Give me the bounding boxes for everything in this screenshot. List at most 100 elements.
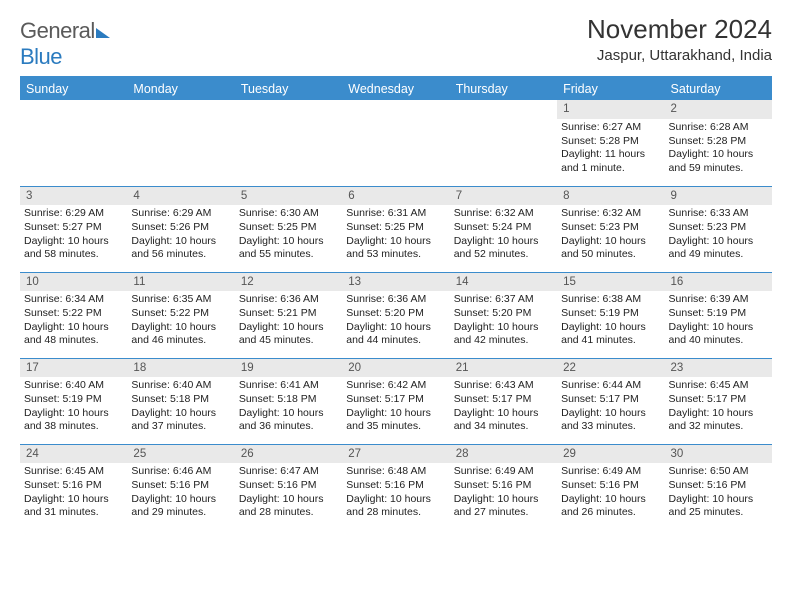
day-number: 15	[557, 273, 664, 292]
calendar-day-cell: 16Sunrise: 6:39 AMSunset: 5:19 PMDayligh…	[665, 272, 772, 358]
calendar-day-cell: 14Sunrise: 6:37 AMSunset: 5:20 PMDayligh…	[450, 272, 557, 358]
day-body: Sunrise: 6:45 AMSunset: 5:17 PMDaylight:…	[665, 377, 772, 436]
day-number: 14	[450, 273, 557, 292]
calendar-day-cell	[127, 100, 234, 186]
calendar-week-row: 1Sunrise: 6:27 AMSunset: 5:28 PMDaylight…	[20, 100, 772, 186]
daylight-line: Daylight: 10 hours and 27 minutes.	[454, 493, 553, 520]
day-number: 16	[665, 273, 772, 292]
day-number: 1	[557, 100, 664, 119]
daylight-line: Daylight: 10 hours and 44 minutes.	[346, 321, 445, 348]
sunrise-line: Sunrise: 6:30 AM	[239, 207, 338, 221]
weekday-header: Thursday	[450, 77, 557, 100]
calendar-day-cell	[450, 100, 557, 186]
day-number: 22	[557, 359, 664, 378]
sunrise-line: Sunrise: 6:40 AM	[24, 379, 123, 393]
calendar-day-cell: 28Sunrise: 6:49 AMSunset: 5:16 PMDayligh…	[450, 444, 557, 530]
sunset-line: Sunset: 5:18 PM	[239, 393, 338, 407]
sunset-line: Sunset: 5:23 PM	[669, 221, 768, 235]
daylight-line: Daylight: 10 hours and 34 minutes.	[454, 407, 553, 434]
day-body: Sunrise: 6:49 AMSunset: 5:16 PMDaylight:…	[450, 463, 557, 522]
day-body: Sunrise: 6:42 AMSunset: 5:17 PMDaylight:…	[342, 377, 449, 436]
month-title: November 2024	[587, 14, 772, 45]
day-number: 7	[450, 187, 557, 206]
daylight-line: Daylight: 10 hours and 46 minutes.	[131, 321, 230, 348]
day-body: Sunrise: 6:36 AMSunset: 5:20 PMDaylight:…	[342, 291, 449, 350]
daylight-line: Daylight: 10 hours and 53 minutes.	[346, 235, 445, 262]
calendar-day-cell: 3Sunrise: 6:29 AMSunset: 5:27 PMDaylight…	[20, 186, 127, 272]
sunset-line: Sunset: 5:16 PM	[669, 479, 768, 493]
calendar-week-row: 3Sunrise: 6:29 AMSunset: 5:27 PMDaylight…	[20, 186, 772, 272]
sunrise-line: Sunrise: 6:33 AM	[669, 207, 768, 221]
weekday-header: Tuesday	[235, 77, 342, 100]
sunrise-line: Sunrise: 6:40 AM	[131, 379, 230, 393]
day-body: Sunrise: 6:40 AMSunset: 5:18 PMDaylight:…	[127, 377, 234, 436]
day-body: Sunrise: 6:44 AMSunset: 5:17 PMDaylight:…	[557, 377, 664, 436]
sunrise-line: Sunrise: 6:42 AM	[346, 379, 445, 393]
weekday-header: Sunday	[20, 77, 127, 100]
calendar-day-cell: 17Sunrise: 6:40 AMSunset: 5:19 PMDayligh…	[20, 358, 127, 444]
sunrise-line: Sunrise: 6:43 AM	[454, 379, 553, 393]
sunset-line: Sunset: 5:27 PM	[24, 221, 123, 235]
day-number: 9	[665, 187, 772, 206]
daylight-line: Daylight: 10 hours and 45 minutes.	[239, 321, 338, 348]
calendar-day-cell: 7Sunrise: 6:32 AMSunset: 5:24 PMDaylight…	[450, 186, 557, 272]
daylight-line: Daylight: 10 hours and 25 minutes.	[669, 493, 768, 520]
daylight-line: Daylight: 10 hours and 32 minutes.	[669, 407, 768, 434]
sunrise-line: Sunrise: 6:44 AM	[561, 379, 660, 393]
day-number: 18	[127, 359, 234, 378]
weekday-header: Friday	[557, 77, 664, 100]
day-body: Sunrise: 6:31 AMSunset: 5:25 PMDaylight:…	[342, 205, 449, 264]
logo-text-gray: General	[20, 18, 95, 43]
day-number: 24	[20, 445, 127, 464]
calendar-table: SundayMondayTuesdayWednesdayThursdayFrid…	[20, 76, 772, 530]
daylight-line: Daylight: 10 hours and 41 minutes.	[561, 321, 660, 348]
sunrise-line: Sunrise: 6:45 AM	[24, 465, 123, 479]
day-number: 8	[557, 187, 664, 206]
calendar-day-cell: 2Sunrise: 6:28 AMSunset: 5:28 PMDaylight…	[665, 100, 772, 186]
sunset-line: Sunset: 5:20 PM	[346, 307, 445, 321]
day-number: 23	[665, 359, 772, 378]
daylight-line: Daylight: 10 hours and 29 minutes.	[131, 493, 230, 520]
calendar-day-cell: 13Sunrise: 6:36 AMSunset: 5:20 PMDayligh…	[342, 272, 449, 358]
daylight-line: Daylight: 10 hours and 37 minutes.	[131, 407, 230, 434]
sunrise-line: Sunrise: 6:47 AM	[239, 465, 338, 479]
sunset-line: Sunset: 5:17 PM	[669, 393, 768, 407]
day-number: 10	[20, 273, 127, 292]
daylight-line: Daylight: 10 hours and 50 minutes.	[561, 235, 660, 262]
daylight-line: Daylight: 10 hours and 59 minutes.	[669, 148, 768, 175]
sunrise-line: Sunrise: 6:31 AM	[346, 207, 445, 221]
daylight-line: Daylight: 10 hours and 42 minutes.	[454, 321, 553, 348]
calendar-body: 1Sunrise: 6:27 AMSunset: 5:28 PMDaylight…	[20, 100, 772, 530]
daylight-line: Daylight: 10 hours and 55 minutes.	[239, 235, 338, 262]
daylight-line: Daylight: 10 hours and 31 minutes.	[24, 493, 123, 520]
sunrise-line: Sunrise: 6:27 AM	[561, 121, 660, 135]
sunrise-line: Sunrise: 6:29 AM	[24, 207, 123, 221]
day-number: 26	[235, 445, 342, 464]
calendar-day-cell: 11Sunrise: 6:35 AMSunset: 5:22 PMDayligh…	[127, 272, 234, 358]
day-number: 2	[665, 100, 772, 119]
sunset-line: Sunset: 5:16 PM	[239, 479, 338, 493]
sunset-line: Sunset: 5:25 PM	[346, 221, 445, 235]
day-number: 20	[342, 359, 449, 378]
day-body: Sunrise: 6:38 AMSunset: 5:19 PMDaylight:…	[557, 291, 664, 350]
daylight-line: Daylight: 10 hours and 28 minutes.	[346, 493, 445, 520]
day-body: Sunrise: 6:48 AMSunset: 5:16 PMDaylight:…	[342, 463, 449, 522]
sunset-line: Sunset: 5:17 PM	[561, 393, 660, 407]
day-body: Sunrise: 6:39 AMSunset: 5:19 PMDaylight:…	[665, 291, 772, 350]
day-number: 29	[557, 445, 664, 464]
location: Jaspur, Uttarakhand, India	[587, 47, 772, 64]
day-number: 6	[342, 187, 449, 206]
day-body: Sunrise: 6:34 AMSunset: 5:22 PMDaylight:…	[20, 291, 127, 350]
day-body: Sunrise: 6:43 AMSunset: 5:17 PMDaylight:…	[450, 377, 557, 436]
sunset-line: Sunset: 5:17 PM	[346, 393, 445, 407]
day-body: Sunrise: 6:40 AMSunset: 5:19 PMDaylight:…	[20, 377, 127, 436]
sunset-line: Sunset: 5:20 PM	[454, 307, 553, 321]
calendar-day-cell: 8Sunrise: 6:32 AMSunset: 5:23 PMDaylight…	[557, 186, 664, 272]
daylight-line: Daylight: 11 hours and 1 minute.	[561, 148, 660, 175]
day-number: 28	[450, 445, 557, 464]
calendar-day-cell: 6Sunrise: 6:31 AMSunset: 5:25 PMDaylight…	[342, 186, 449, 272]
calendar-day-cell: 23Sunrise: 6:45 AMSunset: 5:17 PMDayligh…	[665, 358, 772, 444]
daylight-line: Daylight: 10 hours and 40 minutes.	[669, 321, 768, 348]
sunset-line: Sunset: 5:16 PM	[454, 479, 553, 493]
day-number: 21	[450, 359, 557, 378]
